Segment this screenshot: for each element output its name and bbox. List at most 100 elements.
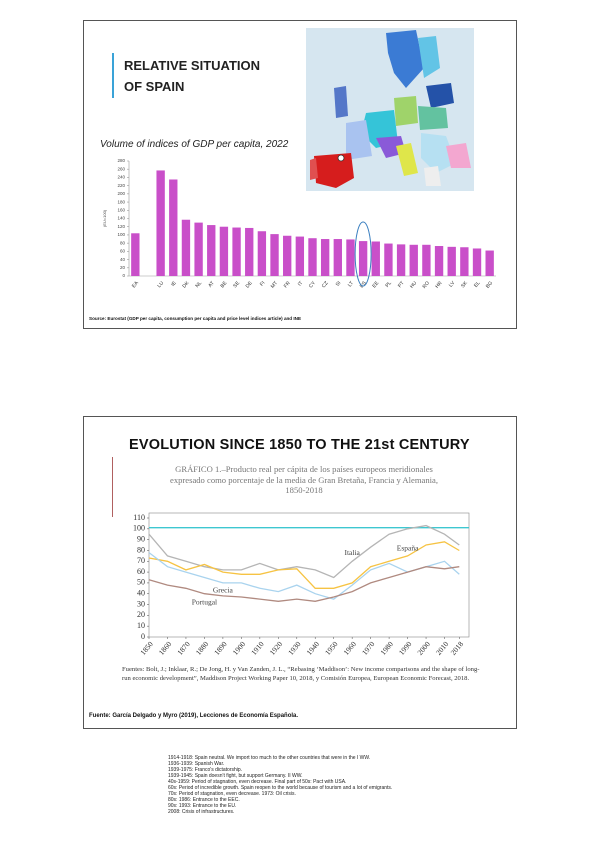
note-line: 1939-1945: Spain doesn't fight, but supp…	[168, 773, 303, 779]
x-tick-label: LU	[156, 280, 165, 289]
x-tick-label: 1910	[249, 639, 266, 656]
bar	[270, 234, 279, 276]
x-tick-label: EL	[473, 280, 482, 289]
x-tick-label: HU	[409, 280, 418, 290]
bar	[434, 246, 444, 276]
slide-source: Fuente: García Delgado y Myro (2019), Le…	[89, 713, 299, 719]
y-tick-label: 120	[117, 224, 125, 229]
title-line: expresado como porcentaje de la media de…	[170, 474, 438, 485]
bar	[181, 219, 191, 276]
slide: RELATIVE SITUATION OF SPAIN Volume of in…	[83, 20, 517, 329]
x-tick-label: DE	[245, 280, 254, 290]
slide-title: EVOLUTION SINCE 1850 TO THE 21st CENTURY	[129, 437, 470, 453]
y-tick-label: 20	[120, 265, 126, 270]
x-tick-label: 1880	[194, 639, 211, 656]
x-tick-label: FI	[259, 280, 266, 287]
x-tick-label: 2010	[434, 639, 451, 656]
y-tick-label: 90	[137, 534, 145, 543]
note-line: 70s: Period of stagnation, even decrease…	[168, 791, 296, 797]
bar	[257, 231, 267, 276]
europe-map	[306, 28, 474, 191]
y-axis-label: (EU=100)	[102, 209, 107, 227]
note-line: 2008: Crisis of infrastructures.	[168, 809, 235, 815]
notes: 1914-1918: Spain neutral. We import too …	[168, 755, 392, 815]
y-tick-label: 60	[137, 567, 145, 576]
x-tick-label: EA	[131, 280, 140, 289]
x-tick-label: 1950	[323, 639, 340, 656]
bar	[245, 227, 254, 276]
bar	[447, 246, 456, 276]
title-line: OF SPAIN	[124, 79, 185, 94]
bar	[320, 239, 330, 276]
series-label: Grecia	[213, 586, 234, 595]
x-tick-label: BE	[220, 280, 229, 289]
series-label: Italia	[344, 548, 360, 557]
y-tick-label: 80	[137, 545, 145, 554]
y-tick-label: 80	[120, 240, 126, 245]
x-tick-label: 2018	[449, 639, 466, 656]
x-tick-label: SK	[460, 280, 469, 289]
x-tick-label: 1960	[341, 639, 358, 656]
bar	[460, 247, 469, 276]
y-tick-label: 20	[137, 610, 145, 619]
bar	[156, 170, 165, 276]
x-tick-label: 1900	[231, 639, 248, 656]
x-tick-label: MT	[270, 280, 279, 289]
accent-bar	[112, 53, 114, 98]
x-tick-label: HR	[434, 280, 443, 290]
chart-title: GRÁFICO 1.–Producto real per cápita de l…	[104, 464, 504, 496]
chart-title: Volume of indices of GDP per capita, 202…	[100, 139, 289, 150]
x-tick-label: DK	[181, 280, 190, 290]
x-tick-label: CY	[308, 280, 317, 290]
bar	[346, 239, 355, 276]
y-tick-label: 70	[137, 556, 145, 565]
note-line: 1939-1975: Franco's dictatorship.	[168, 767, 243, 773]
plot-frame	[148, 512, 470, 638]
x-tick-label: BG	[485, 280, 494, 289]
note-line: 90s: 1993: Entrance to the EU.	[168, 803, 237, 809]
y-tick-label: 200	[117, 191, 125, 196]
x-tick-label: FR	[283, 280, 292, 289]
x-tick-label: 1930	[286, 639, 303, 656]
y-tick-label: 260	[117, 166, 125, 171]
y-tick-label: 0	[122, 273, 125, 278]
bar	[422, 244, 431, 276]
x-tick-label: 1940	[305, 639, 322, 656]
slide-title: RELATIVE SITUATION OF SPAIN	[124, 55, 260, 97]
x-tick-label: SE	[232, 280, 241, 289]
series-line	[148, 541, 460, 589]
bar	[396, 244, 406, 276]
x-tick-label: NL	[194, 280, 203, 289]
x-tick-label: 1990	[397, 639, 414, 656]
x-tick-label: 1970	[360, 639, 377, 656]
y-tick-label: 0	[141, 632, 145, 641]
bar	[283, 235, 292, 276]
note-line: 1936-1939: Spanish War.	[168, 761, 225, 767]
x-tick-label: 1890	[212, 639, 229, 656]
accent-line	[112, 457, 113, 517]
bar	[308, 238, 317, 276]
title-line: GRÁFICO 1.–Producto real per cápita de l…	[175, 464, 433, 474]
x-tick-label: IT	[297, 280, 304, 287]
y-tick-label: 160	[117, 207, 125, 212]
slide: EVOLUTION SINCE 1850 TO THE 21st CENTURY…	[83, 416, 517, 729]
note-line: 40s-1959: Period of stagnation, even dec…	[168, 779, 347, 785]
y-tick-label: 100	[117, 232, 125, 237]
series-label: España	[397, 544, 419, 553]
note-line: 1914-1918: Spain neutral. We import too …	[168, 755, 371, 761]
y-tick-label: 240	[117, 175, 125, 180]
note-line: 80s: 1986: Entrance to the EEC.	[168, 797, 240, 803]
bar	[295, 236, 305, 276]
y-tick-label: 220	[117, 183, 125, 188]
bar	[333, 239, 342, 276]
x-tick-label: 1920	[268, 639, 285, 656]
series-line	[148, 566, 460, 602]
y-tick-label: 10	[137, 621, 145, 630]
y-tick-label: 110	[133, 513, 145, 522]
note-line: 60s: Period of incredible growth. Spain …	[168, 785, 393, 791]
bar	[232, 227, 241, 276]
citation: Fuentes: Bolt, J.; Inklaar, R.; De Jong,…	[122, 666, 480, 682]
bar	[409, 244, 418, 276]
